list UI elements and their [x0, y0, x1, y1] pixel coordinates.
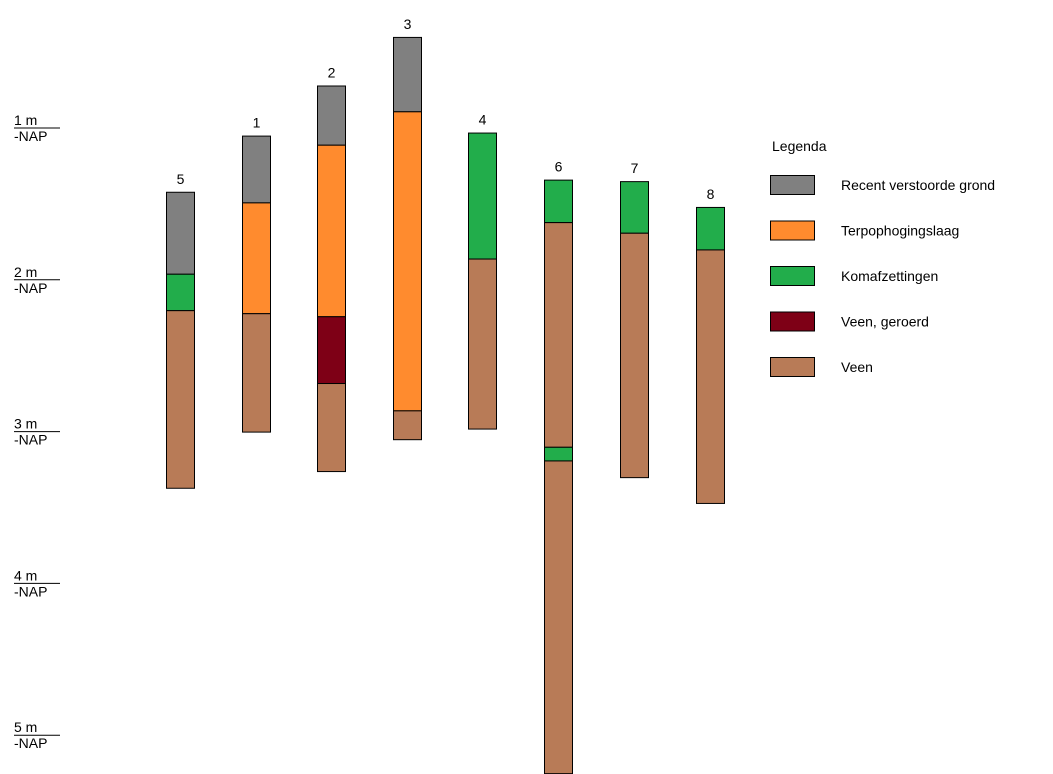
- borehole-column-1: 1: [242, 115, 271, 433]
- layer-veen: [317, 383, 346, 473]
- column-number-label: 8: [707, 186, 715, 202]
- borehole-column-6: 6: [544, 159, 573, 774]
- legend-title: Legenda: [772, 138, 827, 154]
- legend-swatch-veen-geroerd: [770, 311, 815, 332]
- layer-koma: [544, 446, 573, 462]
- legend-swatch-veen: [770, 357, 815, 377]
- layer-recent: [242, 135, 271, 204]
- column-number-label: 1: [253, 115, 261, 131]
- borehole-column-3: 3: [393, 16, 422, 441]
- borehole-column-5: 5: [166, 171, 195, 489]
- layer-terp: [242, 202, 271, 315]
- legend-swatch-terp: [770, 220, 815, 241]
- layer-veen-geroerd: [317, 316, 346, 385]
- depth-tick-label: 3 m: [14, 416, 37, 432]
- borehole-column-2: 2: [317, 64, 346, 473]
- legend-swatch-recent: [770, 175, 815, 195]
- column-number-label: 2: [328, 64, 336, 80]
- borehole-columns: 5 1 2 3 4 6 7 8: [166, 16, 725, 774]
- layer-veen: [696, 249, 725, 504]
- layer-veen: [544, 222, 573, 448]
- depth-tick-label: 4 m: [14, 567, 37, 583]
- layer-veen: [166, 310, 195, 489]
- column-number-label: 4: [479, 112, 487, 128]
- legend-label: Terpophogingslaag: [841, 223, 959, 239]
- layer-veen: [544, 460, 573, 774]
- legend: Legenda Recent verstoorde grond Terpophog…: [770, 138, 995, 377]
- column-number-label: 7: [631, 160, 639, 176]
- depth-unit-label: -NAP: [14, 735, 47, 751]
- layer-recent: [393, 36, 422, 113]
- legend-swatch-koma: [770, 266, 815, 286]
- depth-unit-label: -NAP: [14, 280, 47, 296]
- layer-koma: [468, 132, 497, 260]
- layer-veen: [242, 313, 271, 433]
- layer-terp: [317, 144, 346, 318]
- legend-label: Veen, geroerd: [841, 314, 929, 330]
- layer-terp: [393, 111, 422, 412]
- legend-label: Komafzettingen: [841, 268, 938, 284]
- layer-koma: [696, 206, 725, 251]
- layer-veen: [393, 410, 422, 441]
- layer-veen: [620, 232, 649, 479]
- column-number-label: 3: [404, 16, 412, 32]
- layer-veen: [468, 258, 497, 430]
- layer-recent: [317, 85, 346, 146]
- layer-koma: [620, 181, 649, 234]
- legend-label: Recent verstoorde grond: [841, 177, 995, 193]
- depth-tick-label: 2 m: [14, 264, 37, 280]
- layer-koma: [544, 179, 573, 224]
- layer-koma: [166, 273, 195, 312]
- borehole-column-4: 4: [468, 112, 497, 430]
- depth-unit-label: -NAP: [14, 128, 47, 144]
- depth-unit-label: -NAP: [14, 432, 47, 448]
- depth-tick-label: 5 m: [14, 719, 37, 735]
- legend-label: Veen: [841, 359, 873, 375]
- depth-tick-label: 1 m: [14, 112, 37, 128]
- column-number-label: 6: [555, 159, 563, 175]
- layer-recent: [166, 191, 195, 275]
- depth-unit-label: -NAP: [14, 583, 47, 599]
- column-number-label: 5: [177, 171, 185, 187]
- borehole-column-8: 8: [696, 186, 725, 504]
- borehole-column-7: 7: [620, 160, 649, 479]
